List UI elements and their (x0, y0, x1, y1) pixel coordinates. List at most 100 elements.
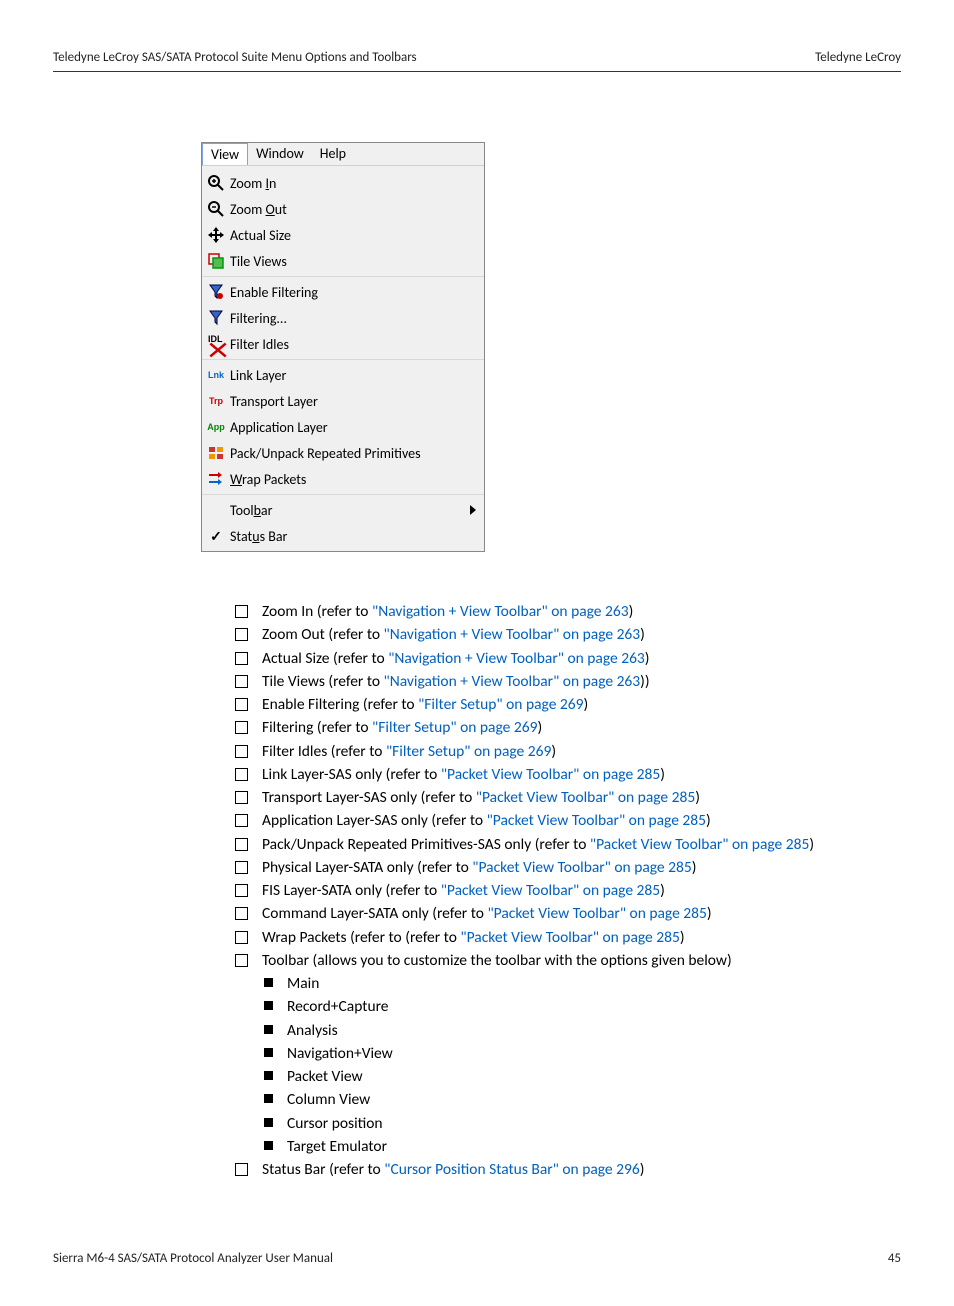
menu-label: Filter Idles (230, 336, 476, 353)
menubar-view[interactable]: View (202, 143, 248, 165)
view-menu-screenshot: View Window Help Zoom In Zoom Out (201, 142, 485, 552)
menu-label: Toolbar (230, 502, 470, 519)
menu-label: Link Layer (230, 367, 476, 384)
bullet-icon (235, 698, 248, 711)
bullet-icon (235, 791, 248, 804)
list-item: FIS Layer-SATA only (refer to "Packet Vi… (235, 879, 901, 902)
zoom-out-icon (202, 200, 230, 218)
menu-status-bar[interactable]: ✓ Status Bar (202, 523, 484, 549)
list-item: Packet View (264, 1065, 901, 1088)
actual-size-icon (202, 226, 230, 244)
menu-filtering[interactable]: Filtering... (202, 305, 484, 331)
page: Teledyne LeCroy SAS/SATA Protocol Suite … (0, 0, 954, 1306)
link-packet-view-285[interactable]: "Packet View Toolbar" on page 285 (441, 881, 660, 900)
menu-label: Transport Layer (230, 393, 476, 410)
body-list: Zoom In (refer to "Navigation + View Too… (235, 600, 901, 1181)
list-item: Target Emulator (264, 1135, 901, 1158)
menubar-help[interactable]: Help (312, 143, 354, 165)
link-packet-view-285[interactable]: "Packet View Toolbar" on page 285 (441, 765, 660, 784)
list-item: Main (264, 972, 901, 995)
menu-zoom-in[interactable]: Zoom In (202, 170, 484, 196)
bullet-icon (235, 884, 248, 897)
menu-label: Filtering... (230, 310, 476, 327)
link-nav-view-263[interactable]: "Navigation + View Toolbar" on page 263 (384, 625, 641, 644)
list-item: Command Layer-SATA only (refer to "Packe… (235, 902, 901, 925)
link-packet-view-285[interactable]: "Packet View Toolbar" on page 285 (590, 835, 809, 854)
filter-idles-icon: IDL (202, 335, 230, 353)
bullet-icon (235, 1163, 248, 1176)
list-item: Filtering (refer to "Filter Setup" on pa… (235, 716, 901, 739)
menu-transport-layer[interactable]: Trp Transport Layer (202, 388, 484, 414)
submenu-arrow-icon (470, 505, 476, 515)
link-packet-view-285[interactable]: "Packet View Toolbar" on page 285 (460, 928, 679, 947)
page-footer: Sierra M6-4 SAS/SATA Protocol Analyzer U… (53, 1251, 901, 1266)
list-item: Enable Filtering (refer to "Filter Setup… (235, 693, 901, 716)
wrap-packets-icon (202, 470, 230, 488)
link-layer-icon: Lnk (202, 370, 230, 380)
bullet-icon (235, 814, 248, 827)
menu-enable-filtering[interactable]: Enable Filtering (202, 279, 484, 305)
link-filter-setup-269[interactable]: "Filter Setup" on page 269 (372, 718, 537, 737)
list-item: Status Bar (refer to "Cursor Position St… (235, 1158, 901, 1181)
list-item: Column View (264, 1088, 901, 1111)
bullet-square-icon (264, 1001, 273, 1010)
bullet-icon (235, 861, 248, 874)
link-cursor-pos-296[interactable]: "Cursor Position Status Bar" on page 296 (384, 1160, 639, 1179)
menu-toolbar[interactable]: Toolbar (202, 497, 484, 523)
footer-left: Sierra M6-4 SAS/SATA Protocol Analyzer U… (53, 1251, 333, 1266)
tile-views-icon (202, 252, 230, 270)
footer-page-number: 45 (888, 1251, 901, 1266)
menu-link-layer[interactable]: Lnk Link Layer (202, 362, 484, 388)
bullet-square-icon (264, 1071, 273, 1080)
bullet-icon (235, 768, 248, 781)
list-item: Physical Layer-SATA only (refer to "Pack… (235, 856, 901, 879)
list-item: Actual Size (refer to "Navigation + View… (235, 647, 901, 670)
menu-tile-views[interactable]: Tile Views (202, 248, 484, 274)
bullet-icon (235, 954, 248, 967)
menu-zoom-out[interactable]: Zoom Out (202, 196, 484, 222)
menu-label: Zoom In (230, 175, 476, 192)
menu-application-layer[interactable]: App Application Layer (202, 414, 484, 440)
link-filter-setup-269[interactable]: "Filter Setup" on page 269 (386, 742, 551, 761)
bullet-icon (235, 675, 248, 688)
list-item: Zoom In (refer to "Navigation + View Too… (235, 600, 901, 623)
bullet-square-icon (264, 978, 273, 987)
link-packet-view-285[interactable]: "Packet View Toolbar" on page 285 (487, 904, 706, 923)
bullet-icon (235, 628, 248, 641)
bullet-icon (235, 721, 248, 734)
link-packet-view-285[interactable]: "Packet View Toolbar" on page 285 (476, 788, 695, 807)
link-nav-view-263[interactable]: "Navigation + View Toolbar" on page 263 (372, 602, 629, 621)
list-item: Navigation+View (264, 1042, 901, 1065)
link-packet-view-285[interactable]: "Packet View Toolbar" on page 285 (472, 858, 691, 877)
menu-label: Zoom Out (230, 201, 476, 218)
list-item: Transport Layer-SAS only (refer to "Pack… (235, 786, 901, 809)
menu-label: Pack/Unpack Repeated Primitives (230, 445, 476, 462)
pack-unpack-icon (202, 444, 230, 462)
menu-pack-unpack[interactable]: Pack/Unpack Repeated Primitives (202, 440, 484, 466)
menu-label: Tile Views (230, 253, 476, 270)
menubar: View Window Help (202, 143, 484, 166)
menu-filter-idles[interactable]: IDL Filter Idles (202, 331, 484, 357)
menu-label: Wrap Packets (230, 471, 476, 488)
bullet-icon (235, 931, 248, 944)
link-filter-setup-269[interactable]: "Filter Setup" on page 269 (418, 695, 583, 714)
bullet-icon (235, 652, 248, 665)
link-packet-view-285[interactable]: "Packet View Toolbar" on page 285 (487, 811, 706, 830)
link-nav-view-263[interactable]: "Navigation + View Toolbar" on page 263 (388, 649, 645, 668)
list-item: Wrap Packets (refer to (refer to "Packet… (235, 926, 901, 949)
bullet-square-icon (264, 1048, 273, 1057)
list-item: Cursor position (264, 1112, 901, 1135)
link-nav-view-263[interactable]: "Navigation + View Toolbar" on page 263 (384, 672, 641, 691)
list-item: Link Layer-SAS only (refer to "Packet Vi… (235, 763, 901, 786)
list-item: Record+Capture (264, 995, 901, 1018)
menu-wrap-packets[interactable]: Wrap Packets (202, 466, 484, 492)
bullet-square-icon (264, 1141, 273, 1150)
list-item: Toolbar (allows you to customize the too… (235, 949, 901, 972)
menubar-window[interactable]: Window (248, 143, 312, 165)
menu-label: Application Layer (230, 419, 476, 436)
transport-layer-icon: Trp (202, 396, 230, 406)
list-item: Tile Views (refer to "Navigation + View … (235, 670, 901, 693)
view-dropdown: Zoom In Zoom Out Actual Size (202, 166, 484, 551)
list-item: Filter Idles (refer to "Filter Setup" on… (235, 740, 901, 763)
menu-actual-size[interactable]: Actual Size (202, 222, 484, 248)
